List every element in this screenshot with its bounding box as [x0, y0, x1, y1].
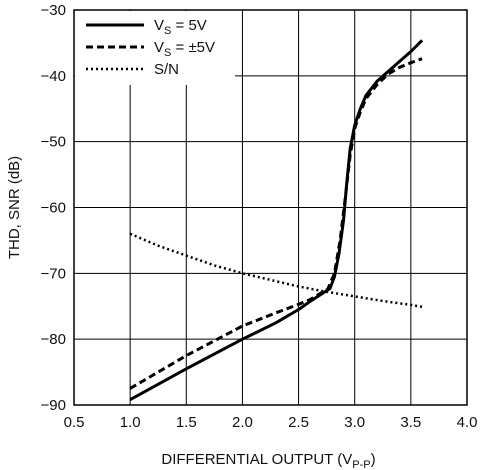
legend-label: VS = 5V — [154, 17, 207, 37]
y-tick-label: −30 — [41, 2, 66, 19]
x-tick-label: 3.0 — [344, 414, 365, 431]
y-tick-label: −80 — [41, 331, 66, 348]
x-tick-label: 1.5 — [176, 414, 197, 431]
x-tick-label: 4.0 — [457, 414, 478, 431]
series-layer — [129, 39, 424, 402]
x-tick-label: 1.0 — [120, 414, 141, 431]
legend-label: VS = ±5V — [154, 39, 215, 59]
grid-lines — [73, 9, 468, 406]
series-line-dotted — [129, 232, 423, 309]
x-tick-label: 0.5 — [64, 414, 85, 431]
series-line-solid — [129, 39, 424, 402]
y-axis-label: THD, SNR (dB) — [6, 156, 23, 259]
x-axis-label-main: DIFFERENTIAL OUTPUT (V — [161, 451, 352, 468]
y-tick-labels: −30 −40 −50 −60 −70 −80 −90 — [41, 2, 66, 414]
x-axis-label: DIFFERENTIAL OUTPUT (VP-P) — [161, 451, 375, 470]
series-line-dashed — [129, 57, 423, 390]
x-tick-label: 3.5 — [400, 414, 421, 431]
x-tick-labels: 0.5 1.0 1.5 2.0 2.5 3.0 3.5 4.0 — [64, 414, 478, 431]
y-tick-label: −90 — [41, 397, 66, 414]
y-tick-label: −40 — [41, 68, 66, 85]
y-tick-label: −70 — [41, 265, 66, 282]
x-tick-label: 2.0 — [232, 414, 253, 431]
x-axis-label-subscript: P-P — [352, 459, 370, 470]
y-tick-label: −50 — [41, 134, 66, 151]
plot-frame — [73, 9, 468, 406]
y-tick-label: −60 — [41, 200, 66, 217]
x-tick-label: 2.5 — [288, 414, 309, 431]
x-axis-label-end: ) — [371, 451, 376, 468]
legend-label: S/N — [154, 61, 179, 78]
